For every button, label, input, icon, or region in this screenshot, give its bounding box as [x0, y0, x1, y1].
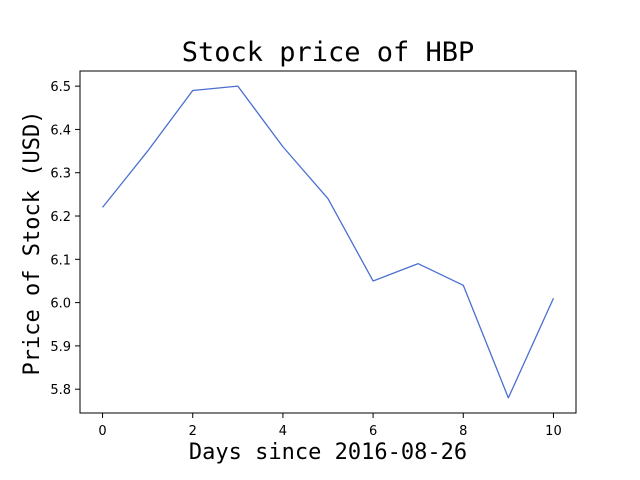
y-tick-label: 5.8: [50, 383, 71, 398]
y-tick-label: 6.4: [50, 123, 71, 138]
y-tick-label: 6.0: [50, 297, 71, 312]
y-tick-label: 6.5: [50, 80, 71, 95]
x-tick-label: 8: [459, 424, 467, 439]
x-tick-label: 4: [279, 424, 287, 439]
y-axis: 5.8 5.9 6.0 6.1 6.2 6.3 6.4 6.5: [50, 80, 80, 398]
x-axis-label: Days since 2016-08-26: [189, 440, 467, 465]
chart-title: Stock price of HBP: [182, 37, 475, 68]
plot-frame: [79, 70, 577, 414]
x-tick-label: 10: [545, 424, 562, 439]
x-tick-label: 2: [189, 424, 197, 439]
x-axis: 0 2 4 6 8 10: [98, 413, 562, 439]
x-tick-label: 6: [369, 424, 377, 439]
y-tick-label: 5.9: [50, 340, 71, 355]
y-tick-label: 6.2: [50, 210, 71, 225]
series-line-0: [102, 85, 555, 399]
x-tick-label: 0: [98, 424, 106, 439]
y-tick-label: 6.1: [50, 253, 71, 268]
y-axis-label: Price of Stock (USD): [20, 111, 45, 376]
plot-area: [79, 70, 577, 414]
y-tick-label: 6.3: [50, 167, 71, 182]
